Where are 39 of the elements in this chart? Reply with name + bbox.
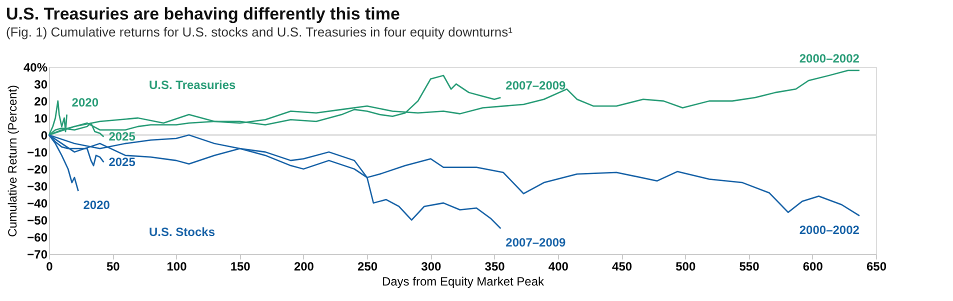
y-tick-label: −10	[27, 146, 48, 160]
y-tick-label: −70	[27, 248, 48, 262]
x-tick-label: 550	[739, 260, 760, 274]
chart-title: U.S. Treasuries are behaving differently this time	[6, 4, 400, 24]
x-tick-label: 150	[230, 260, 251, 274]
x-tick-label: 50	[106, 260, 120, 274]
annotation: U.S. Stocks	[149, 225, 216, 239]
annotation: U.S. Treasuries	[149, 78, 236, 92]
x-axis-title: Days from Equity Market Peak	[382, 274, 546, 288]
x-tick-label: 350	[484, 260, 506, 274]
x-tick-label: 600	[802, 260, 824, 274]
x-tick-label: 650	[866, 260, 887, 274]
x-tick-label: 500	[676, 260, 696, 274]
y-axis-title: Cumulative Return (Percent)	[5, 84, 20, 238]
series-label: 2020	[83, 198, 110, 212]
x-tick-label: 200	[294, 260, 314, 274]
y-tick-label: 20	[34, 94, 48, 108]
series-label: 2000–2002	[799, 222, 860, 237]
y-tick-label: −30	[27, 180, 48, 194]
series-label: 2007–2009	[506, 78, 566, 93]
x-tick-label: 300	[421, 260, 442, 274]
x-tick-label: 100	[166, 260, 188, 274]
x-tick-label: 400	[548, 260, 569, 274]
series-label: 2007–2009	[506, 236, 566, 250]
chart-subtitle: (Fig. 1) Cumulative returns for U.S. stocks and U.S. Treasuries in four equity downturns¹	[6, 24, 514, 40]
y-tick-label: −50	[27, 214, 48, 228]
series-label: 2025	[108, 130, 136, 144]
y-tick-label: 0	[40, 128, 48, 142]
series-label: 2020	[72, 96, 99, 110]
series-label: 2025	[108, 155, 136, 170]
x-tick-label: 450	[612, 260, 632, 274]
y-tick-label: 30	[34, 78, 48, 92]
series-label: 2000–2002	[799, 51, 860, 66]
y-tick-label: −20	[27, 162, 48, 176]
y-tick-label: 10	[34, 112, 48, 126]
y-tick-label: 40%	[23, 60, 48, 74]
x-tick-label: 250	[358, 260, 378, 274]
y-tick-label: −40	[27, 196, 48, 210]
y-tick-label: −60	[27, 230, 48, 244]
